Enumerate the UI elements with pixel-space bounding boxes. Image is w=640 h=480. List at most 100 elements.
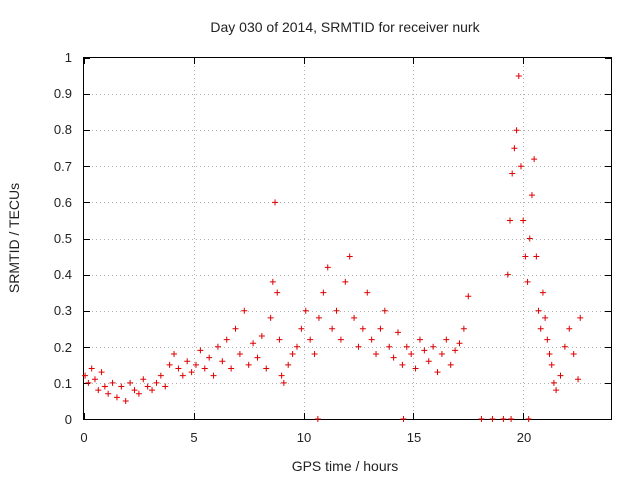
data-point [511, 145, 518, 152]
data-point [91, 376, 98, 383]
data-point [359, 325, 366, 332]
data-point [513, 127, 520, 134]
data-point [478, 416, 485, 422]
data-point [250, 340, 257, 347]
data-point [228, 365, 235, 372]
data-point [544, 336, 551, 343]
data-point [219, 358, 226, 365]
data-point [272, 199, 279, 206]
data-point [351, 314, 358, 321]
data-point [157, 372, 164, 379]
data-point [98, 369, 105, 376]
axis-ticks [84, 58, 611, 420]
x-tick-label: 10 [297, 430, 311, 445]
data-point [557, 372, 564, 379]
data-point [506, 217, 513, 224]
data-point [548, 361, 555, 368]
data-point [278, 372, 285, 379]
data-point [421, 347, 428, 354]
data-point [526, 235, 533, 242]
data-point [95, 387, 102, 394]
data-point [508, 416, 515, 422]
data-point [267, 314, 274, 321]
data-point [127, 379, 134, 386]
data-point [214, 343, 221, 350]
data-point [171, 351, 178, 358]
data-point [289, 351, 296, 358]
data-point [144, 383, 151, 390]
data-point [149, 387, 156, 394]
x-tick-label: 5 [190, 430, 197, 445]
data-point [201, 365, 208, 372]
x-tick-label: 15 [407, 430, 421, 445]
data-point [537, 325, 544, 332]
data-point [122, 397, 129, 404]
data-point [566, 325, 573, 332]
data-point [333, 307, 340, 314]
data-point [88, 365, 95, 372]
data-point [535, 307, 542, 314]
data-point [236, 351, 243, 358]
data-point [395, 329, 402, 336]
data-point [570, 351, 577, 358]
data-point [118, 383, 125, 390]
data-point [577, 314, 584, 321]
y-tick-label: 1 [65, 50, 72, 65]
x-tick-label: 0 [80, 430, 87, 445]
data-point [192, 361, 199, 368]
data-point [274, 289, 281, 296]
data-points [82, 73, 584, 422]
x-tick-label: 20 [517, 430, 531, 445]
data-point [452, 347, 459, 354]
data-point [280, 379, 287, 386]
data-point [113, 394, 120, 401]
data-point [135, 390, 142, 397]
data-point [368, 336, 375, 343]
data-point [329, 325, 336, 332]
data-point [416, 336, 423, 343]
data-point [293, 343, 300, 350]
data-point [342, 278, 349, 285]
data-point [517, 163, 524, 170]
data-point [307, 336, 314, 343]
data-point [533, 253, 540, 260]
data-point [298, 325, 305, 332]
data-point [524, 278, 531, 285]
data-point [355, 343, 362, 350]
data-point [166, 361, 173, 368]
y-tick-label: 0.8 [54, 122, 72, 137]
data-point [210, 372, 217, 379]
data-point [285, 361, 292, 368]
data-point [184, 358, 191, 365]
data-point [131, 387, 138, 394]
data-point [254, 354, 261, 361]
data-point [412, 365, 419, 372]
y-tick-label: 0.2 [54, 340, 72, 355]
data-point [140, 376, 147, 383]
data-point [320, 289, 327, 296]
y-tick-label: 0.4 [54, 267, 72, 282]
data-point [575, 376, 582, 383]
data-point [465, 293, 472, 300]
data-point [302, 307, 309, 314]
data-point [509, 170, 516, 177]
y-tick-labels: 0 0.1 0.2 0.3 0.4 0.5 0.6 0.7 0.8 0.9 1 [54, 50, 72, 427]
data-point [206, 354, 213, 361]
data-point [82, 372, 89, 379]
data-point [561, 343, 568, 350]
data-point [520, 217, 527, 224]
data-point [403, 343, 410, 350]
data-point [315, 314, 322, 321]
data-point [373, 351, 380, 358]
x-tick-labels: 0 5 10 15 20 [80, 430, 531, 445]
data-point [489, 416, 496, 422]
data-point [456, 340, 463, 347]
data-point [337, 336, 344, 343]
data-point [400, 416, 407, 422]
data-point [179, 372, 186, 379]
data-point [546, 351, 553, 358]
data-point [522, 253, 529, 260]
data-point [223, 336, 230, 343]
data-point [515, 73, 522, 80]
y-axis-label: SRMTID / TECUs [6, 183, 22, 293]
